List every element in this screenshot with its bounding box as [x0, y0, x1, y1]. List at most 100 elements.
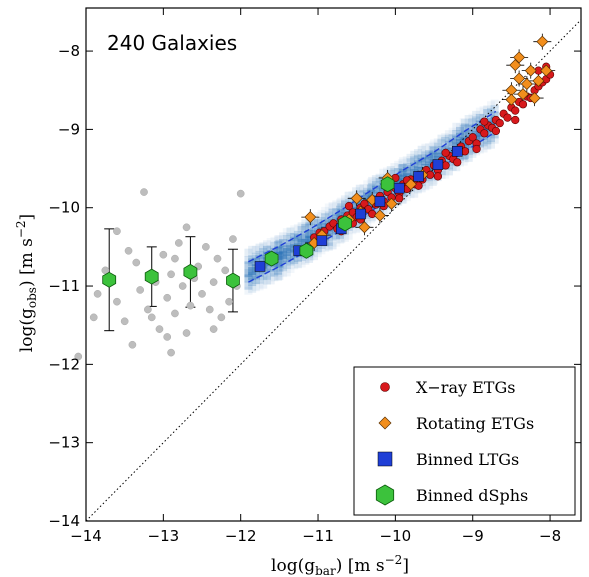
rotating-etg-point: [513, 72, 526, 85]
individual-dsph-point: [147, 313, 156, 322]
density-cell: [251, 283, 260, 292]
individual-dsph-point: [144, 305, 152, 314]
rotating-etg-point: [505, 93, 518, 106]
density-cell: [324, 242, 333, 251]
individual-dsph-point: [171, 254, 179, 263]
density-cell: [259, 272, 268, 281]
density-cell: [286, 265, 295, 274]
density-cell: [301, 219, 310, 228]
legend-label: Binned dSphs: [416, 486, 528, 505]
density-cell: [266, 263, 275, 272]
density-cell: [430, 152, 439, 161]
density-cell: [444, 167, 453, 176]
density-cell: [460, 118, 469, 127]
rotating-etg-point: [509, 59, 522, 72]
y-tick-label: −10: [48, 199, 80, 217]
density-cell: [244, 286, 253, 295]
binned-ltg-point: [432, 159, 444, 170]
rotating-etg-point: [524, 64, 537, 77]
density-cell: [332, 200, 341, 209]
density-cell: [328, 208, 337, 217]
density-cell: [355, 198, 364, 207]
density-cell: [248, 284, 257, 293]
rotating-etg-point: [304, 211, 317, 224]
density-cell: [306, 236, 315, 245]
density-cell: [337, 235, 346, 244]
density-cell: [306, 252, 315, 261]
density-cell: [324, 230, 333, 239]
density-cell: [340, 233, 349, 242]
density-cell: [310, 252, 319, 261]
density-cell: [459, 118, 468, 127]
density-cell: [448, 162, 457, 171]
density-cell: [490, 135, 499, 144]
density-cell: [459, 124, 468, 133]
density-cell: [366, 184, 375, 193]
density-cell: [275, 259, 284, 268]
density-cell: [286, 227, 295, 236]
individual-dsph-point: [186, 301, 195, 310]
density-cell: [406, 190, 415, 199]
x-tick-label: −8: [539, 527, 561, 545]
density-cell: [348, 191, 357, 200]
x-tick-label: −12: [225, 527, 257, 545]
density-cell: [290, 225, 299, 234]
density-cell: [437, 146, 446, 155]
density-cell: [366, 189, 375, 198]
density-cell: [363, 211, 372, 220]
density-cell: [259, 248, 268, 257]
x-tick-label: −14: [70, 527, 102, 545]
density-cell: [270, 236, 279, 245]
density-cell: [486, 133, 495, 142]
density-cell: [337, 209, 346, 218]
individual-dsph-point: [124, 246, 133, 255]
rotating-etg-point: [536, 35, 549, 48]
density-cell: [275, 235, 284, 244]
density-cell: [286, 239, 295, 248]
density-cell: [286, 257, 295, 266]
rotating-etg-point: [540, 64, 553, 77]
density-cell: [421, 151, 430, 160]
density-cell: [413, 149, 422, 158]
density-cell: [290, 232, 299, 241]
density-cell: [460, 130, 469, 139]
binned-ltg-point: [374, 196, 386, 207]
xray-etg-point: [480, 117, 489, 126]
density-cell: [371, 205, 380, 214]
density-cell: [448, 127, 457, 136]
density-cell: [441, 133, 450, 142]
density-cell: [425, 161, 434, 170]
density-cell: [437, 139, 446, 148]
density-cell: [293, 230, 302, 239]
density-cell: [275, 263, 284, 272]
density-cell: [397, 159, 406, 168]
density-cell: [244, 281, 253, 290]
individual-dsph-point: [205, 305, 214, 314]
density-cell: [430, 176, 439, 185]
density-cell: [483, 136, 492, 145]
density-cell: [317, 246, 326, 255]
density-cell: [321, 213, 330, 222]
legend-label: X−ray ETGs: [416, 378, 515, 397]
density-cell: [475, 133, 484, 142]
individual-dsph-point: [113, 227, 121, 236]
density-cell: [293, 253, 302, 262]
individual-dsph-point: [174, 239, 183, 247]
individual-dsph-point: [101, 266, 110, 275]
y-tick-label: −13: [48, 434, 80, 452]
density-cell: [410, 156, 419, 165]
density-cell: [359, 184, 368, 193]
density-cell: [406, 153, 415, 162]
fit-scatter-lines: [248, 110, 497, 283]
density-cell: [468, 149, 477, 158]
individual-dsph-point: [229, 235, 237, 243]
x-tick-label: −10: [380, 527, 412, 545]
density-cell: [402, 162, 411, 171]
density-cell: [332, 231, 341, 240]
density-cell: [475, 107, 484, 116]
legend-label: Rotating ETGs: [416, 414, 534, 433]
density-cell: [248, 272, 257, 281]
density-cell: [383, 167, 392, 176]
density-cell: [305, 254, 314, 263]
